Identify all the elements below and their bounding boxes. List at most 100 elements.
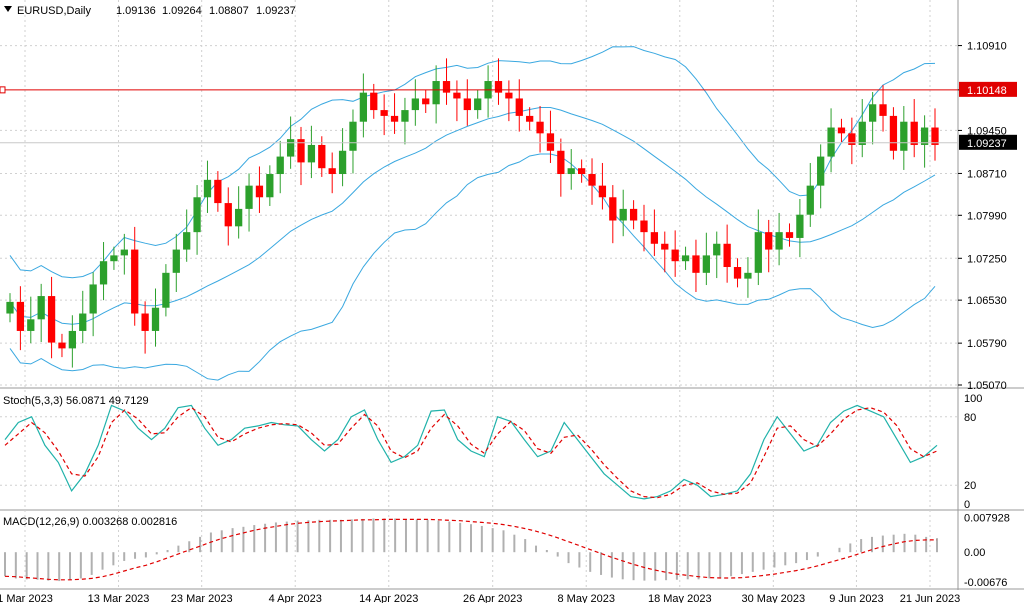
dropdown-triangle-icon[interactable] — [4, 6, 12, 12]
date-label: 13 Mar 2023 — [88, 593, 150, 603]
candle-body — [869, 104, 877, 122]
candle-body — [796, 214, 804, 238]
date-label: 14 Apr 2023 — [359, 593, 418, 603]
stoch-signal-line — [4, 406, 938, 499]
candle-body — [79, 313, 87, 331]
candle-body — [16, 301, 25, 331]
stoch-tick-label: 80 — [964, 412, 976, 424]
line-anchor — [0, 86, 6, 94]
candle-body — [671, 249, 679, 262]
price-tick-label: 1.06530 — [967, 295, 1007, 307]
header-low: 1.08807 — [209, 5, 249, 17]
date-label: 9 Jun 2023 — [829, 593, 883, 603]
candle-body — [131, 249, 139, 314]
candle-body — [266, 174, 274, 198]
candle-body — [380, 110, 388, 116]
candle-body — [785, 232, 794, 238]
macd-title: MACD(12,26,9) 0.003268 0.002816 — [3, 516, 177, 528]
candle-body — [235, 208, 243, 227]
candle-body — [546, 133, 555, 151]
candle-body — [702, 255, 710, 273]
candle-body — [411, 98, 419, 111]
candle-body — [474, 98, 482, 111]
candle-body — [806, 185, 814, 215]
candle-body — [733, 267, 742, 279]
candle-body — [401, 110, 409, 122]
candle-body — [338, 150, 347, 175]
candle-body — [162, 272, 170, 308]
candle-body — [744, 272, 752, 279]
candle-body — [224, 203, 232, 227]
header-symbol: EURUSD,Daily — [17, 5, 91, 17]
date-label: 4 Apr 2023 — [269, 593, 322, 603]
date-label: 26 Apr 2023 — [463, 593, 522, 603]
stoch-tick-label: 100 — [964, 393, 982, 405]
candle-body — [68, 330, 76, 349]
date-label: 30 May 2023 — [742, 593, 806, 603]
candle-body — [910, 121, 918, 145]
horizontal-line-label: 1.10148 — [967, 85, 1007, 97]
candle-body — [245, 185, 253, 209]
candle-body — [515, 98, 523, 116]
macd-tick-label: 0.00 — [964, 547, 985, 559]
candle-body — [920, 127, 929, 145]
candle-body — [577, 168, 586, 175]
current-price-label: 1.09237 — [967, 138, 1007, 150]
candle-body — [588, 174, 596, 186]
candle-body — [848, 133, 856, 145]
candle-body — [255, 185, 264, 198]
candle-body — [307, 144, 316, 163]
candle-body — [47, 296, 56, 343]
stochastic-panel — [4, 404, 938, 500]
candle-body — [359, 92, 368, 122]
candle-body — [110, 255, 118, 262]
candle-body — [900, 121, 908, 151]
price-tick-label: 1.05070 — [967, 380, 1007, 392]
macd-tick-label: -0.00676 — [964, 577, 1007, 589]
candle-body — [141, 313, 149, 331]
candle-body — [453, 92, 461, 99]
candle-body — [837, 127, 846, 134]
grid — [0, 0, 1024, 590]
candle-body — [505, 92, 513, 99]
candle-body — [37, 296, 45, 320]
candle-body — [640, 220, 648, 233]
candle-body — [120, 249, 128, 256]
candle-body — [151, 307, 160, 331]
candle-body — [442, 81, 451, 93]
date-label: 1 Mar 2023 — [0, 593, 53, 603]
candle-body — [775, 232, 783, 250]
candle-body — [931, 127, 939, 145]
candle-body — [692, 255, 700, 273]
candlesticks — [0, 58, 958, 368]
candle-body — [349, 121, 357, 151]
candle-body — [681, 255, 690, 262]
candle-body — [567, 168, 575, 175]
candle-body — [723, 243, 731, 268]
candle-body — [193, 197, 201, 233]
candle-body — [713, 243, 721, 256]
price-tick-label: 1.09450 — [967, 125, 1007, 137]
candle-body — [817, 156, 825, 186]
candle-body — [598, 185, 607, 198]
price-tick-label: 1.07250 — [967, 253, 1007, 265]
candle-body — [297, 139, 305, 163]
candle-body — [889, 115, 898, 151]
candle-body — [370, 92, 378, 111]
stoch-tick-label: 20 — [964, 480, 976, 492]
date-label: 23 Mar 2023 — [171, 593, 233, 603]
candle-body — [754, 232, 762, 273]
candle-body — [6, 301, 14, 314]
candle-body — [526, 115, 534, 122]
candle-body — [463, 98, 471, 111]
header-close: 1.09237 — [256, 5, 296, 17]
price-tick-label: 1.05790 — [967, 338, 1007, 350]
candle-body — [318, 144, 326, 169]
candle-body — [286, 139, 295, 157]
price-tag-bg — [959, 81, 1017, 97]
candle-body — [328, 168, 336, 175]
price-tag-bg — [959, 134, 1017, 150]
candle-body — [858, 121, 866, 145]
macd-signal-line — [4, 518, 937, 581]
candle-body — [619, 208, 627, 221]
